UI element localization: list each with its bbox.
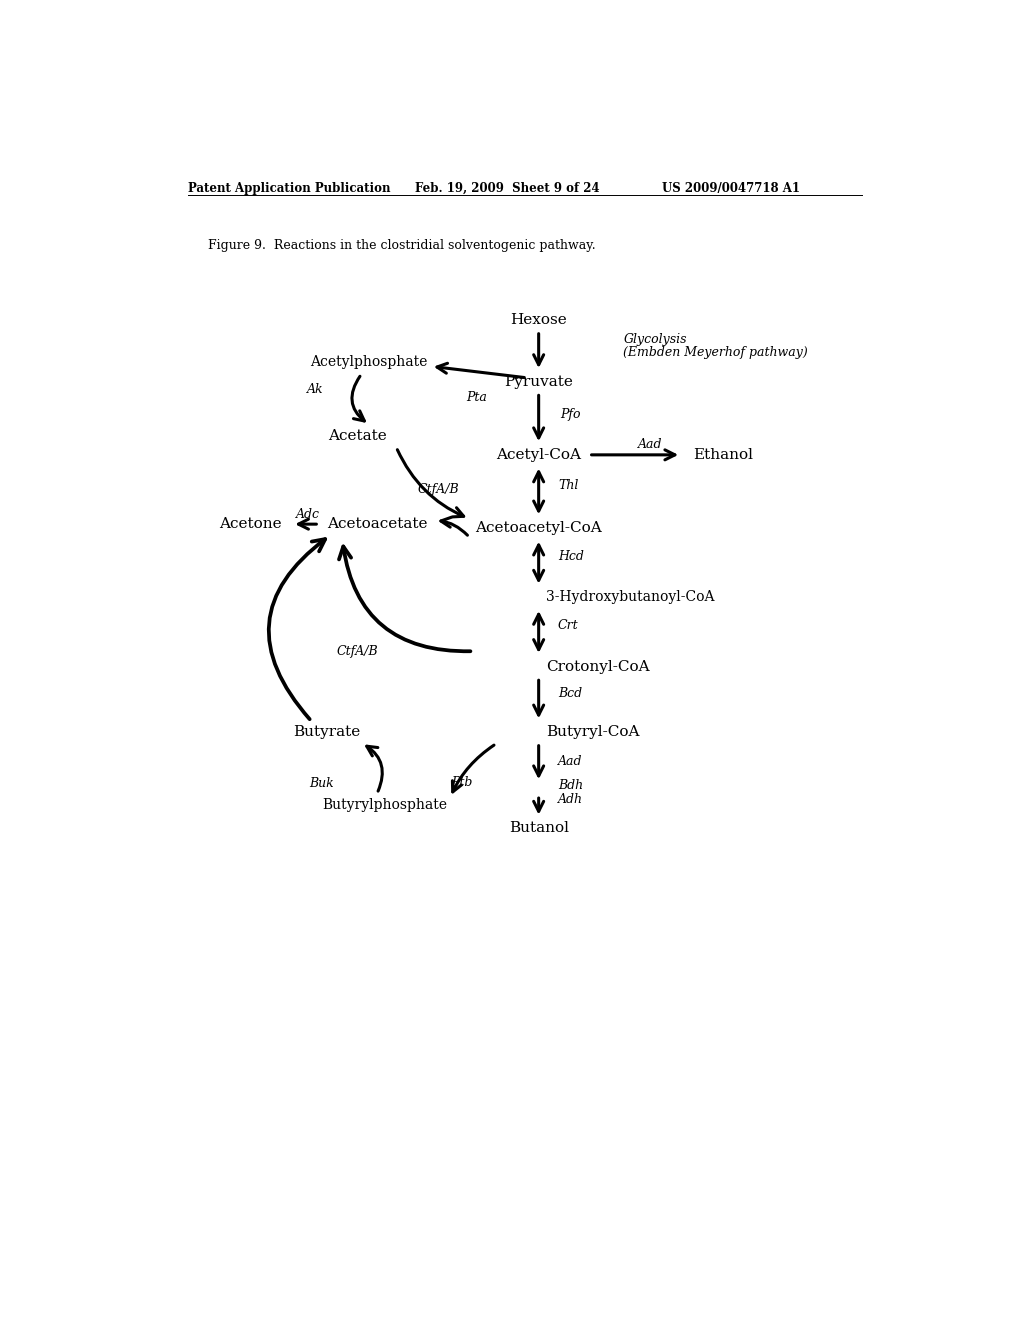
Text: Acetate: Acetate xyxy=(329,429,387,442)
FancyArrowPatch shape xyxy=(339,546,470,651)
Text: Glycolysis: Glycolysis xyxy=(624,333,687,346)
Text: Hcd: Hcd xyxy=(558,550,584,564)
Text: Pfo: Pfo xyxy=(560,408,581,421)
Text: Acetone: Acetone xyxy=(218,517,282,531)
Text: Aad: Aad xyxy=(558,755,583,768)
Text: 3-Hydroxybutanoyl-CoA: 3-Hydroxybutanoyl-CoA xyxy=(547,590,715,605)
FancyArrowPatch shape xyxy=(268,539,326,719)
Text: Butanol: Butanol xyxy=(509,821,568,836)
Text: Patent Application Publication: Patent Application Publication xyxy=(188,182,391,194)
FancyArrowPatch shape xyxy=(441,517,467,535)
FancyArrowPatch shape xyxy=(352,376,365,421)
Text: Adh: Adh xyxy=(558,792,583,805)
Text: Pyruvate: Pyruvate xyxy=(504,375,573,388)
Text: Acetyl-CoA: Acetyl-CoA xyxy=(497,447,582,462)
Text: Ptb: Ptb xyxy=(451,776,472,788)
Text: Hexose: Hexose xyxy=(510,313,567,327)
Text: CtfA/B: CtfA/B xyxy=(337,644,379,657)
Text: Ak: Ak xyxy=(307,383,324,396)
Text: Acetoacetate: Acetoacetate xyxy=(327,517,427,531)
FancyArrowPatch shape xyxy=(367,746,382,791)
Text: CtfA/B: CtfA/B xyxy=(418,483,460,496)
Text: (Embden Meyerhof pathway): (Embden Meyerhof pathway) xyxy=(624,346,808,359)
Text: Figure 9.  Reactions in the clostridial solventogenic pathway.: Figure 9. Reactions in the clostridial s… xyxy=(208,239,595,252)
Text: Crotonyl-CoA: Crotonyl-CoA xyxy=(547,660,650,673)
Text: Acetylphosphate: Acetylphosphate xyxy=(310,355,428,370)
Text: Adc: Adc xyxy=(296,508,319,520)
Text: Aad: Aad xyxy=(638,438,663,451)
Text: Butyrylphosphate: Butyrylphosphate xyxy=(323,799,447,812)
Text: Thl: Thl xyxy=(558,479,579,492)
Text: Acetoacetyl-CoA: Acetoacetyl-CoA xyxy=(475,521,602,535)
FancyArrowPatch shape xyxy=(453,744,494,792)
Text: Bcd: Bcd xyxy=(558,686,582,700)
Text: Crt: Crt xyxy=(558,619,579,632)
Text: Bdh: Bdh xyxy=(558,779,583,792)
Text: Butyrate: Butyrate xyxy=(293,725,360,739)
Text: Butyryl-CoA: Butyryl-CoA xyxy=(547,725,640,739)
Text: Ethanol: Ethanol xyxy=(693,447,754,462)
Text: US 2009/0047718 A1: US 2009/0047718 A1 xyxy=(662,182,800,194)
FancyArrowPatch shape xyxy=(397,450,464,517)
Text: Feb. 19, 2009  Sheet 9 of 24: Feb. 19, 2009 Sheet 9 of 24 xyxy=(416,182,600,194)
Text: Buk: Buk xyxy=(309,777,334,791)
Text: Pta: Pta xyxy=(467,391,487,404)
